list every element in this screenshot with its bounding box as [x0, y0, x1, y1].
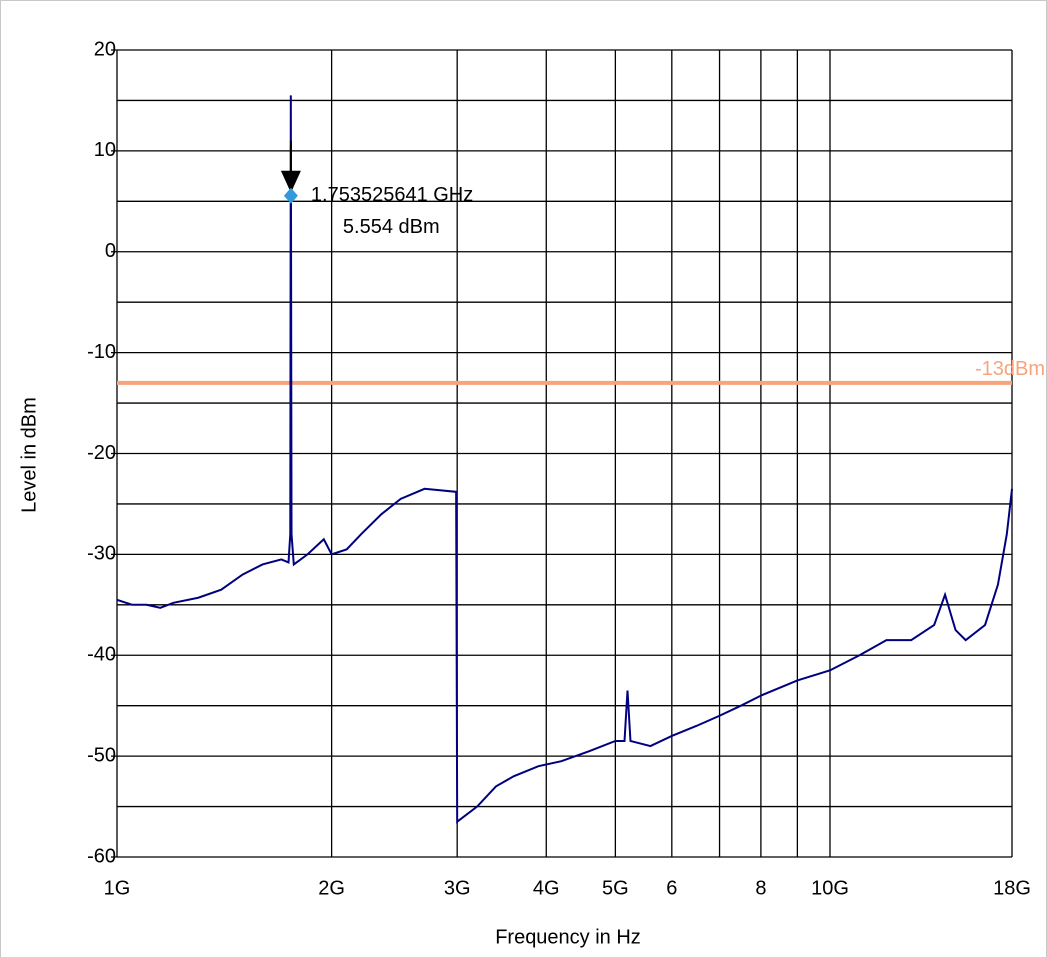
x-tick-label: 8 — [755, 877, 766, 899]
x-tick-label: 6 — [666, 877, 677, 899]
y-tick-label: -10 — [87, 341, 116, 363]
x-tick-label: 3G — [444, 877, 471, 899]
y-axis-label: Level in dBm — [18, 397, 40, 513]
marker-label: 1.753525641 GHz — [311, 184, 473, 206]
y-tick-label: -20 — [87, 442, 116, 464]
x-tick-label: 4G — [533, 877, 560, 899]
y-tick-label: -40 — [87, 644, 116, 666]
y-tick-label: -30 — [87, 543, 116, 565]
marker-label: 5.554 dBm — [343, 216, 440, 238]
y-tick-label: -60 — [87, 845, 116, 867]
x-tick-label: 5G — [602, 877, 629, 899]
x-tick-label: 1G — [104, 877, 131, 899]
trace — [116, 95, 1013, 824]
y-tick-label: 20 — [94, 38, 116, 60]
y-tick-label: 10 — [94, 139, 116, 161]
x-tick-label: 18G — [993, 877, 1031, 899]
x-tick-label: 10G — [811, 877, 849, 899]
x-tick-label: 2G — [318, 877, 345, 899]
marker-arrow-head — [280, 170, 301, 193]
x-axis-label: Frequency in Hz — [495, 926, 641, 948]
y-tick-label: -50 — [87, 744, 116, 766]
y-tick-label: 0 — [105, 240, 116, 262]
reference-label: -13dBm — [975, 358, 1045, 380]
marker — [283, 187, 298, 204]
